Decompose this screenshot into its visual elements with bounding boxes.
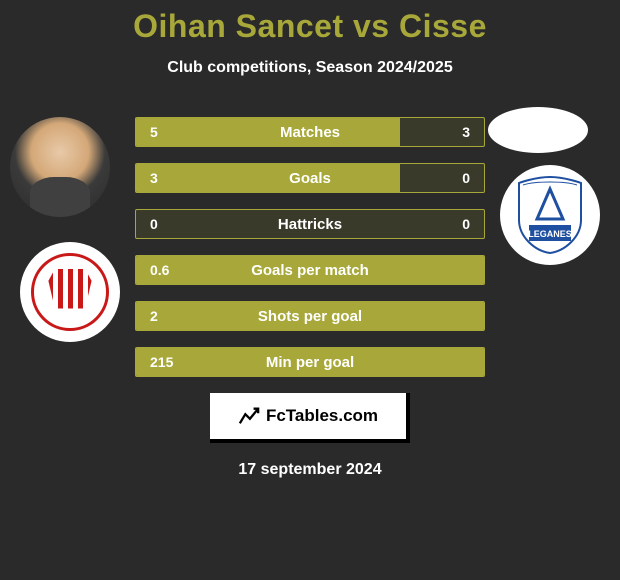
svg-text:LEGANES: LEGANES [528, 229, 572, 239]
stat-row: 0Hattricks0 [135, 209, 485, 239]
stat-row: 0.6Goals per match [135, 255, 485, 285]
club-left-badge [20, 242, 120, 342]
subtitle: Club competitions, Season 2024/2025 [0, 59, 620, 77]
stat-label: Goals per match [136, 256, 484, 284]
stat-value-right: 0 [462, 210, 470, 238]
comparison-card: Oihan Sancet vs Cisse Club competitions,… [0, 0, 620, 479]
stat-value-right: 0 [462, 164, 470, 192]
fctables-logo-icon [238, 405, 260, 427]
stat-row: 215Min per goal [135, 347, 485, 377]
leganes-crest-icon: LEGANES [515, 175, 585, 255]
stat-row: 2Shots per goal [135, 301, 485, 331]
player-left-photo [10, 117, 110, 217]
brand-badge[interactable]: FcTables.com [210, 393, 410, 443]
stat-label: Min per goal [136, 348, 484, 376]
stat-label: Matches [136, 118, 484, 146]
content-area: LEGANES 5Matches33Goals00Hattricks00.6Go… [0, 117, 620, 479]
player-right-placeholder [488, 107, 588, 153]
stats-bars: 5Matches33Goals00Hattricks00.6Goals per … [135, 117, 485, 377]
club-right-badge: LEGANES [500, 165, 600, 265]
stat-row: 5Matches3 [135, 117, 485, 147]
stat-label: Hattricks [136, 210, 484, 238]
stat-label: Goals [136, 164, 484, 192]
stat-label: Shots per goal [136, 302, 484, 330]
stat-row: 3Goals0 [135, 163, 485, 193]
brand-text: FcTables.com [266, 406, 378, 426]
title: Oihan Sancet vs Cisse [0, 8, 620, 45]
date: 17 september 2024 [0, 461, 620, 479]
stat-value-right: 3 [462, 118, 470, 146]
athletic-club-crest-icon [31, 253, 109, 331]
